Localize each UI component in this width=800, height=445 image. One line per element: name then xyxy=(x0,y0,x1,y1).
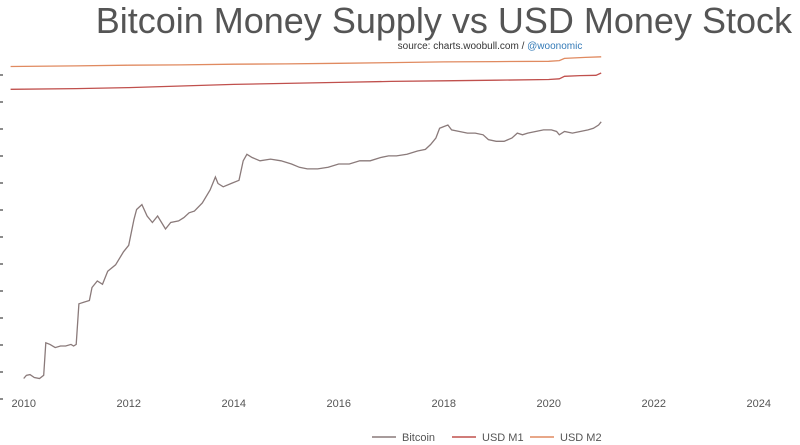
chart-title: Bitcoin Money Supply vs USD Money Stock xyxy=(95,0,792,41)
y-axis xyxy=(0,74,3,400)
x-tick-label: 2016 xyxy=(327,398,351,410)
series-layer xyxy=(10,56,602,380)
source-handle-link[interactable]: @woonomic xyxy=(527,41,583,52)
chart-source: source: charts.woobull.com / @woonomic xyxy=(180,41,800,52)
x-tick-label: 2014 xyxy=(222,398,246,410)
legend-label-bitcoin: Bitcoin xyxy=(402,432,435,444)
source-prefix: source: charts.woobull.com / xyxy=(397,41,528,52)
x-tick-label: 2020 xyxy=(537,398,561,410)
x-tick-label: 2018 xyxy=(432,398,456,410)
legend: Bitcoin USD M1 USD M2 xyxy=(372,432,602,444)
x-axis: 2010 2012 2014 2016 2018 2020 2022 2024 xyxy=(12,398,771,410)
legend-label-usd-m1: USD M1 xyxy=(482,432,524,444)
x-tick-label: 2010 xyxy=(12,398,36,410)
x-tick-label: 2024 xyxy=(747,398,771,410)
x-tick-label: 2012 xyxy=(117,398,141,410)
legend-label-usd-m2: USD M2 xyxy=(560,432,602,444)
series-line-usd-m2 xyxy=(10,56,602,68)
x-tick-label: 2022 xyxy=(642,398,666,410)
series-line-usd-m1 xyxy=(10,72,602,90)
series-line-bitcoin xyxy=(23,121,602,380)
